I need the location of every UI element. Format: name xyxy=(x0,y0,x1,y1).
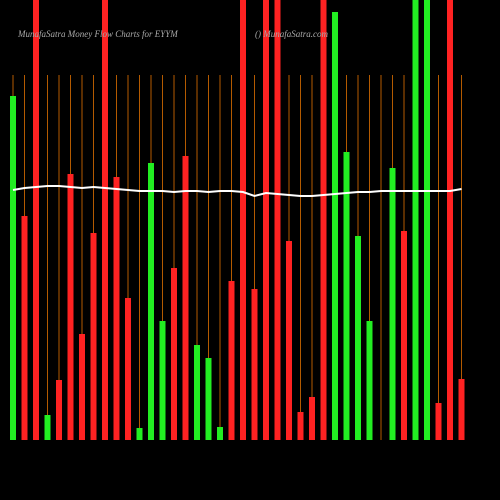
bar xyxy=(194,345,200,440)
bar xyxy=(389,168,396,440)
bar xyxy=(10,96,16,440)
bar xyxy=(205,358,212,440)
bar xyxy=(263,0,269,440)
bar xyxy=(401,231,407,440)
bar xyxy=(113,177,120,440)
bar xyxy=(412,0,419,440)
bar xyxy=(240,0,246,440)
bar xyxy=(159,321,166,440)
bar xyxy=(447,0,453,440)
bar xyxy=(435,403,442,440)
chart-subtitle: () MunafaSatra.com xyxy=(255,29,328,39)
bar xyxy=(56,380,62,440)
chart-title: MunafaSatra Money Flow Charts for EYYM xyxy=(17,29,178,39)
bar xyxy=(228,281,235,440)
bar xyxy=(424,0,430,440)
bar xyxy=(171,268,177,440)
bar xyxy=(251,289,258,440)
bar xyxy=(136,428,143,440)
money-flow-line xyxy=(12,185,462,198)
bar xyxy=(274,0,281,440)
bar xyxy=(217,427,223,440)
bar xyxy=(355,236,361,440)
bar xyxy=(90,233,97,440)
bar xyxy=(366,321,373,440)
bar xyxy=(125,298,131,440)
bar xyxy=(79,334,85,440)
bar xyxy=(309,397,315,440)
bar xyxy=(343,152,350,440)
bar xyxy=(67,174,74,440)
bar xyxy=(182,156,189,440)
bar xyxy=(286,241,292,440)
bar xyxy=(44,415,51,440)
bar xyxy=(21,216,28,440)
bar xyxy=(320,0,327,440)
bar xyxy=(332,12,338,440)
bar xyxy=(458,379,465,440)
bar xyxy=(297,412,304,440)
bar xyxy=(102,0,108,440)
bar xyxy=(33,0,39,440)
bar xyxy=(148,163,154,440)
bars xyxy=(10,0,465,440)
